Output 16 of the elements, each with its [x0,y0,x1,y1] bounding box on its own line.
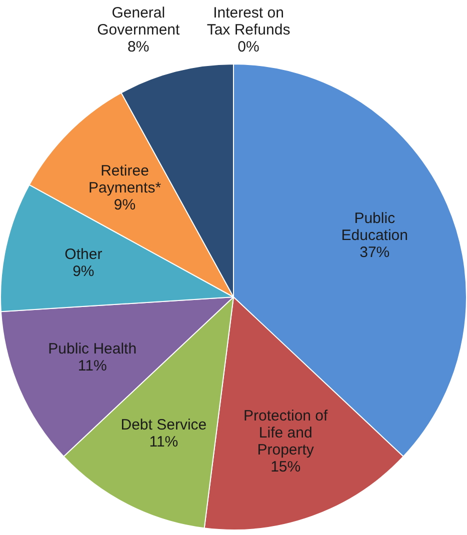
slice-label: Public Education [341,210,408,244]
data-label: 15% [270,458,301,476]
data-label: 11% [149,434,178,451]
slice-label: Public Health [48,340,137,358]
slice-label: Protection of Life and Property [243,407,329,458]
data-label: 37% [360,244,390,262]
slice-label: Debt Service [120,416,207,434]
data-label: 11% [78,358,107,375]
data-label: 9% [72,263,94,280]
slice-label: Retiree Payments* [88,162,162,196]
data-label: 8% [128,38,150,56]
slice-label: General Government [97,4,180,39]
slice-label: Other [64,246,102,264]
data-label: 9% [114,196,136,214]
category-label: Interest on Tax Refunds [206,4,290,39]
text: 0% [238,38,260,56]
